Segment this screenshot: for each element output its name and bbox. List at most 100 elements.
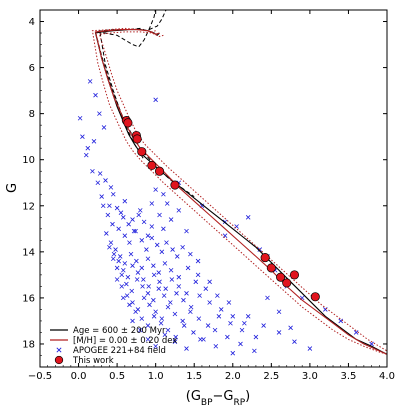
apogee-point <box>151 272 157 278</box>
apogee-point-stroke <box>114 277 120 282</box>
apogee-point-stroke <box>108 185 114 190</box>
apogee-point <box>119 284 125 289</box>
apogee-point <box>165 304 171 310</box>
apogee-point-stroke <box>90 168 95 174</box>
apogee-point-stroke <box>137 327 143 333</box>
y-axis-label: G <box>5 183 20 193</box>
apogee-point <box>110 256 116 262</box>
apogee-point <box>215 293 220 298</box>
apogee-point-stroke <box>228 320 233 326</box>
apogee-point <box>130 217 135 222</box>
apogee-point-stroke <box>164 201 170 206</box>
y-tick-label: 18 <box>22 339 35 350</box>
apogee-point <box>93 92 98 98</box>
apogee-point <box>114 205 120 211</box>
apogee-point-stroke <box>136 212 141 218</box>
apogee-point-stroke <box>114 265 120 271</box>
apogee-point <box>110 191 116 197</box>
apogee-point-stroke <box>207 279 212 285</box>
apogee-point-stroke <box>107 203 112 209</box>
apogee-point <box>156 270 162 275</box>
apogee-point-stroke <box>157 279 162 285</box>
apogee-point-stroke <box>203 286 209 291</box>
apogee-point-stroke <box>134 277 140 282</box>
apogee-point-stroke <box>161 191 166 197</box>
apogee-point-stroke <box>145 323 151 328</box>
apogee-point-stroke <box>127 302 132 308</box>
apogee-point <box>292 339 297 344</box>
apogee-point <box>159 249 165 255</box>
apogee-point-stroke <box>184 228 189 234</box>
apogee-point <box>163 286 168 291</box>
apogee-point-stroke <box>252 348 257 354</box>
apogee-point-stroke <box>139 316 145 321</box>
apogee-point-stroke <box>149 224 155 229</box>
y-tick-label: 10 <box>22 155 35 166</box>
apogee-point <box>161 293 167 298</box>
apogee-point <box>176 284 182 289</box>
apogee-point <box>145 323 151 328</box>
apogee-point <box>85 145 91 151</box>
apogee-point <box>105 212 111 218</box>
apogee-point-stroke <box>276 330 282 335</box>
apogee-point <box>153 97 158 103</box>
apogee-point <box>116 258 121 264</box>
apogee-point-stroke <box>161 293 167 298</box>
apogee-point <box>151 297 156 303</box>
apogee-point <box>213 343 219 349</box>
apogee-point <box>141 295 147 301</box>
apogee-point-stroke <box>212 327 218 333</box>
apogee-point <box>188 304 194 310</box>
apogee-point <box>97 171 103 176</box>
isochrone-line-2 <box>99 10 156 160</box>
apogee-point-stroke <box>176 274 182 280</box>
apogee-point <box>125 274 131 280</box>
apogee-point-stroke <box>165 327 171 333</box>
this-work-point <box>137 147 147 157</box>
apogee-point <box>176 208 182 213</box>
apogee-point-stroke <box>114 205 120 211</box>
apogee-point-stroke <box>218 307 224 312</box>
apogee-point-stroke <box>162 261 168 266</box>
x-axis-label: (GBP−GRP) <box>186 389 251 407</box>
apogee-point-stroke <box>83 152 89 158</box>
apogee-point-stroke <box>141 277 146 282</box>
apogee-point <box>184 346 189 351</box>
apogee-point-stroke <box>184 346 189 351</box>
this-work-point <box>260 253 270 263</box>
apogee-point-stroke <box>99 194 104 199</box>
apogee-point-stroke <box>181 297 186 303</box>
this-work-point <box>147 160 157 171</box>
apogee-point-stroke <box>245 314 251 319</box>
apogee-point <box>122 198 128 204</box>
apogee-point <box>126 221 131 227</box>
apogee-point <box>239 327 245 333</box>
apogee-point-stroke <box>162 332 168 338</box>
apogee-point <box>245 314 251 319</box>
apogee-point <box>198 337 203 342</box>
apogee-point <box>151 314 157 319</box>
apogee-point <box>113 247 118 252</box>
apogee-point-stroke <box>145 256 151 262</box>
apogee-point <box>130 318 135 324</box>
apogee-point-stroke <box>176 284 182 289</box>
apogee-point-stroke <box>139 265 145 271</box>
apogee-point-stroke <box>97 171 103 176</box>
apogee-point-stroke <box>191 330 196 335</box>
apogee-point <box>139 316 145 321</box>
apogee-point <box>114 265 120 271</box>
apogee-point <box>134 277 140 282</box>
isochrone-line-5 <box>98 31 387 352</box>
apogee-point <box>139 265 145 271</box>
apogee-point-stroke <box>85 145 91 151</box>
apogee-point-stroke <box>163 286 168 291</box>
apogee-point-stroke <box>174 254 180 259</box>
apogee-point <box>191 330 196 335</box>
apogee-point-stroke <box>147 302 152 308</box>
apogee-point <box>174 254 180 259</box>
apogee-point-stroke <box>122 198 128 204</box>
apogee-point <box>135 270 141 275</box>
apogee-point-stroke <box>125 274 131 280</box>
apogee-point <box>137 208 143 213</box>
